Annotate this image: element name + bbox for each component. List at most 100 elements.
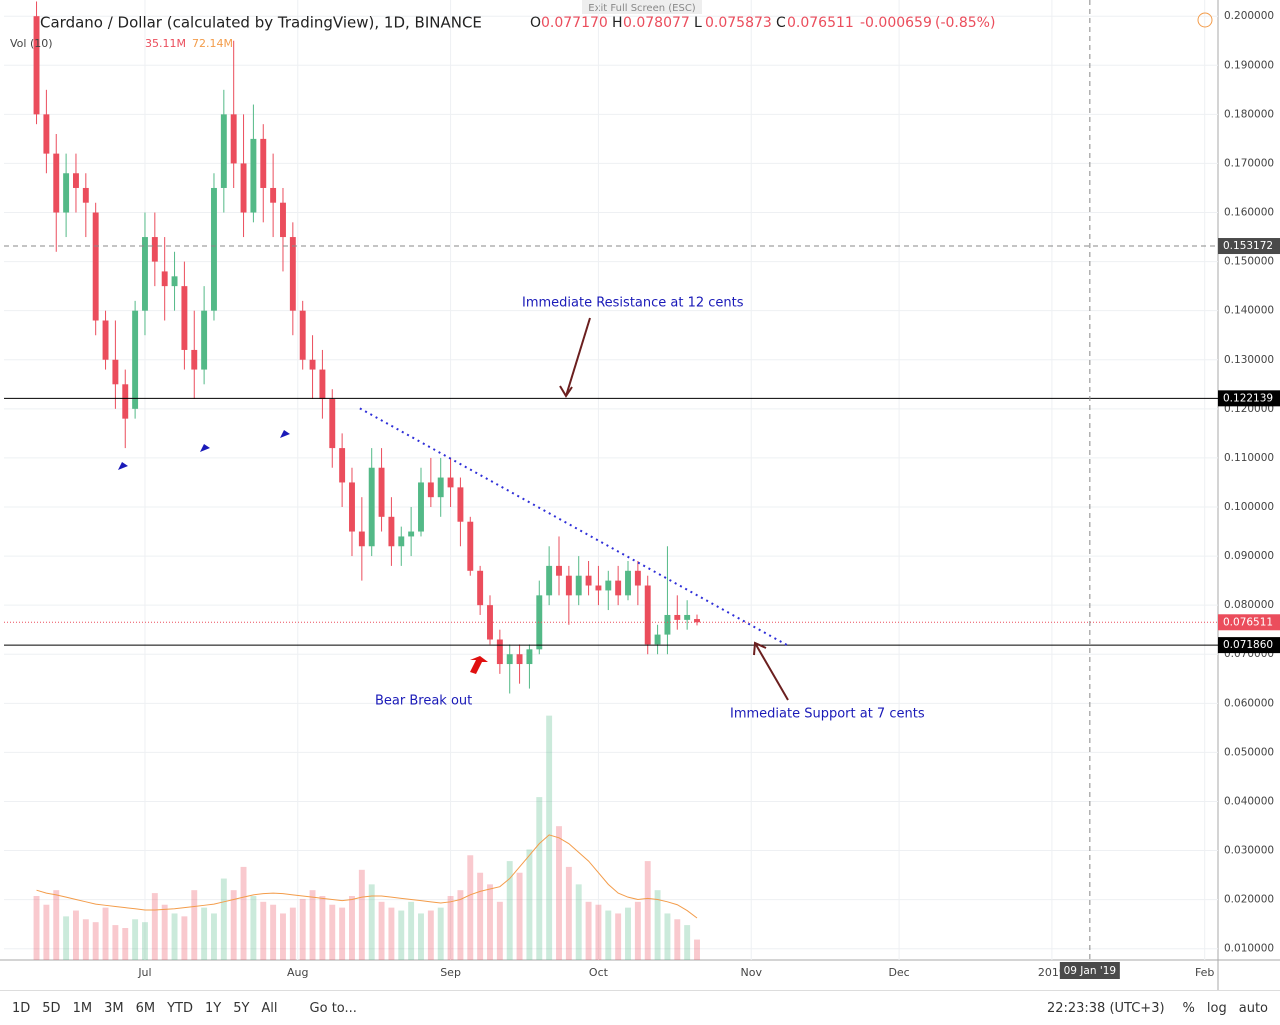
candle-body (250, 138, 257, 213)
y-tick-label: 0.170000 (1224, 157, 1274, 169)
toolbar-button[interactable]: YTD (167, 1000, 193, 1016)
toolbar-button[interactable]: 1D (12, 1000, 31, 1016)
volume-bar (33, 896, 40, 960)
toolbar-button[interactable]: 5D (42, 1000, 61, 1016)
volume-bar (674, 919, 681, 960)
candle-body (427, 482, 434, 498)
plot: 0.010000 0.020000 0.030000 0.040000 0.050000… (0, 0, 1280, 990)
candle-body (398, 536, 405, 547)
candle-body (506, 654, 513, 665)
toolbar-button[interactable]: auto (1238, 1000, 1268, 1016)
volume-bar (467, 855, 474, 960)
volume-bar (408, 901, 415, 960)
toolbar-button[interactable]: % (1182, 1000, 1195, 1016)
volume-bar (201, 907, 208, 960)
x-tick-label: Jul (137, 966, 151, 979)
volume-bar (368, 884, 375, 960)
candle-body (546, 565, 553, 596)
candle-body (368, 467, 375, 547)
candle-body (151, 237, 158, 262)
volume-bar (536, 797, 543, 960)
goto[interactable]: Go to... (309, 1000, 357, 1016)
volume-bar (339, 907, 346, 960)
candle-body (674, 614, 681, 620)
ohlc-value: 0.076511 (787, 15, 854, 31)
candle-body (408, 531, 415, 537)
volume-bar (151, 893, 158, 960)
volume-bar (191, 890, 198, 960)
toolbar-button[interactable]: All (261, 1000, 278, 1016)
volume-bar (112, 925, 119, 960)
candle-body (556, 565, 562, 576)
candle-body (565, 575, 572, 596)
exit-fullscreen[interactable]: Exit Full Screen (ESC) (588, 3, 696, 14)
volume-ma-label: 72.14M (192, 37, 233, 50)
volume-bar (230, 890, 237, 960)
volume-bar (398, 910, 405, 960)
volume-bar (240, 866, 247, 960)
volume-bar (358, 869, 365, 960)
x-tick-label: Feb (1195, 966, 1214, 979)
toolbar-button[interactable]: 5Y (233, 1000, 250, 1016)
volume-bar (161, 904, 168, 960)
volume-bar (270, 904, 277, 960)
volume-bar (556, 826, 562, 960)
x-tick-label: 2019 (1038, 966, 1066, 979)
toolbar-button[interactable]: 1M (72, 1000, 93, 1016)
volume-bar (694, 939, 700, 960)
candle-body (516, 654, 523, 665)
candle-body (309, 359, 316, 370)
candle-body (132, 310, 139, 409)
y-tick-label: 0.020000 (1224, 894, 1274, 906)
volume-bar (634, 901, 641, 960)
volume-bar (418, 913, 424, 960)
candle-body (536, 595, 543, 650)
candle-body (220, 114, 227, 188)
candle-body (388, 516, 395, 547)
volume-bar (171, 913, 178, 960)
volume-bar (477, 872, 484, 960)
x-tick-label: Oct (589, 966, 609, 979)
y-tick-label: 0.010000 (1224, 943, 1274, 955)
volume-bar (43, 904, 50, 960)
candle-body (585, 575, 592, 586)
toolbar-button[interactable]: 3M (104, 1000, 124, 1016)
volume-bar (309, 890, 316, 960)
ohlc-value: 0.075873 (705, 15, 772, 31)
y-tick-label: 0.100000 (1224, 501, 1274, 513)
volume-bar (82, 919, 89, 960)
ohlc-value: 0.077170 (541, 15, 608, 31)
volume-bar (516, 872, 523, 960)
volume-bar (437, 907, 444, 960)
exit-box[interactable] (582, 0, 702, 14)
volume-bar (506, 861, 513, 960)
y-tick-label: 0.030000 (1224, 845, 1274, 857)
candle-body (684, 614, 691, 620)
change-pct: (-0.85%) (935, 15, 995, 31)
volume-bar (102, 907, 109, 960)
toolbar-button[interactable]: 6M (135, 1000, 156, 1016)
volume-bar (181, 916, 188, 960)
level-label: 0.071860 (1223, 639, 1273, 651)
volume-bar (595, 904, 602, 960)
candle-body (358, 531, 365, 547)
toolbar-button[interactable]: log (1206, 1000, 1227, 1016)
ranges: 1D 5D 1M 3M 6M YTD 1Y 5Y All (6, 1001, 284, 1016)
candle-body (33, 16, 40, 115)
volume-title: Vol (10) (10, 37, 53, 50)
candle-body (191, 349, 198, 370)
y-tick-label: 0.060000 (1224, 697, 1274, 709)
volume-bar (654, 890, 661, 960)
alert-icon[interactable] (1197, 12, 1213, 28)
options: % log auto (1177, 1001, 1274, 1016)
x-tick-label: Dec (888, 966, 909, 979)
markers (118, 430, 290, 470)
candle-body (634, 570, 641, 586)
toolbar-button[interactable]: 1Y (204, 1000, 222, 1016)
volume-bar (644, 861, 651, 960)
candle-body (289, 237, 296, 311)
volume-bar (388, 907, 395, 960)
candle-body (201, 310, 208, 370)
candle-body (82, 187, 89, 203)
